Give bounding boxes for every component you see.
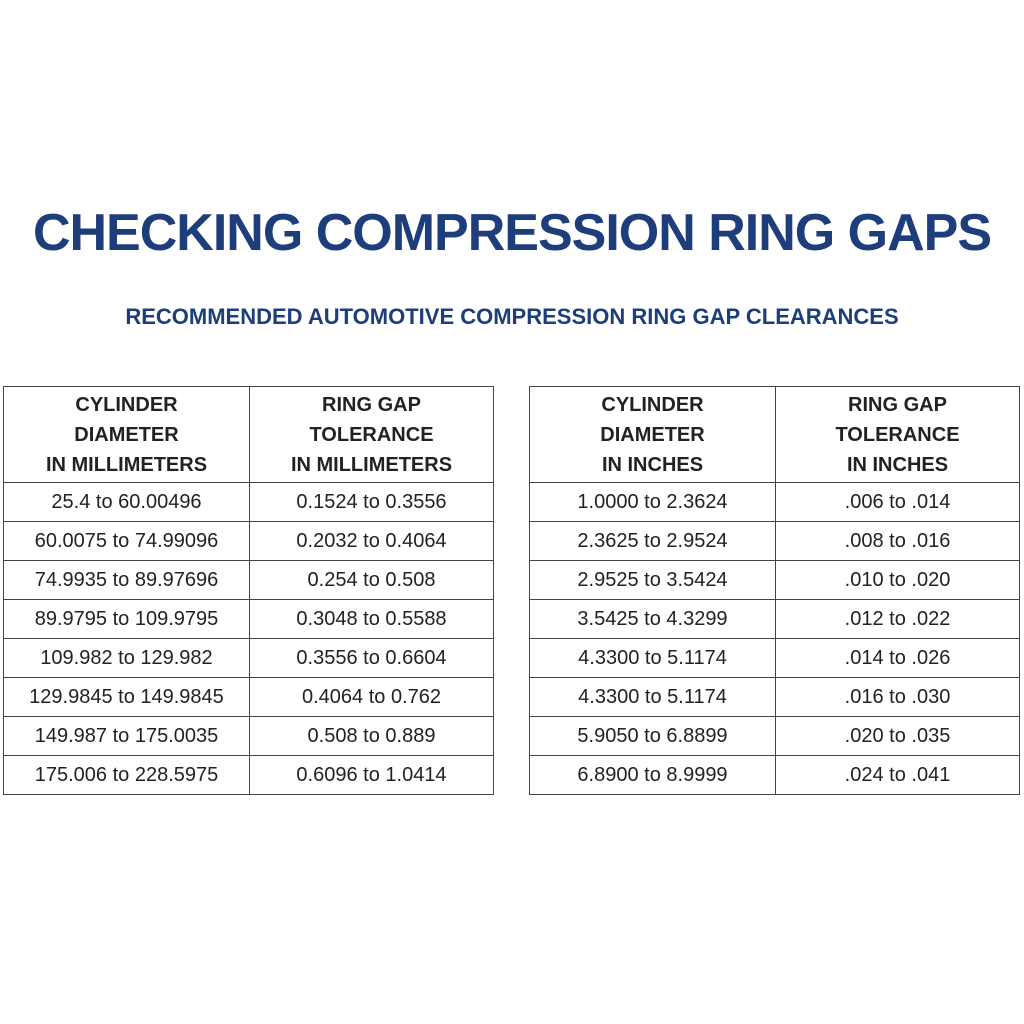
table-row: 175.006 to 228.5975 0.6096 to 1.0414 <box>3 755 494 795</box>
table-row: 3.5425 to 4.3299.012 to .022 <box>529 599 1020 639</box>
ring-gap-cell: .014 to .026 <box>775 638 1020 678</box>
table-row: 89.9795 to 109.9795 0.3048 to 0.5588 <box>3 599 494 639</box>
table-row: 109.982 to 129.982 0.3556 to 0.6604 <box>3 638 494 678</box>
ring-gap-cell: 0.1524 to 0.3556 <box>249 482 494 522</box>
inches-table: CYLINDER DIAMETER IN INCHES RING GAP TOLERAN… <box>529 386 1020 795</box>
ring-gap-cell: .016 to .030 <box>775 677 1020 717</box>
ring-gap-cell: .008 to .016 <box>775 521 1020 561</box>
cylinder-diameter-cell: 4.3300 to 5.1174 <box>529 677 776 717</box>
header-line: DIAMETER <box>74 423 179 446</box>
header-line: IN INCHES <box>601 453 704 476</box>
header-line: DIAMETER <box>600 423 705 446</box>
cylinder-diameter-cell: 129.9845 to 149.9845 <box>3 677 250 717</box>
cylinder-diameter-cell: 3.5425 to 4.3299 <box>529 599 776 639</box>
table-row: 25.4 to 60.00496 0.1524 to 0.3556 <box>3 482 494 522</box>
column-header-ring-gap-tolerance: RING GAP TOLERANCE IN INCHES <box>775 386 1020 483</box>
cylinder-diameter-cell: 2.3625 to 2.9524 <box>529 521 776 561</box>
cylinder-diameter-cell: 4.3300 to 5.1174 <box>529 638 776 678</box>
table-row: 4.3300 to 5.1174.014 to .026 <box>529 638 1020 678</box>
cylinder-diameter-cell: 149.987 to 175.0035 <box>3 716 250 756</box>
ring-gap-cell: 0.508 to 0.889 <box>249 716 494 756</box>
header-line: CYLINDER <box>75 393 178 416</box>
header-row: CYLINDER DIAMETER IN MILLIMETERS RING GAP TO… <box>3 386 494 483</box>
header-line: CYLINDER <box>601 393 704 416</box>
cylinder-diameter-cell: 175.006 to 228.5975 <box>3 755 250 795</box>
cylinder-diameter-cell: 74.9935 to 89.97696 <box>3 560 250 600</box>
millimeters-table: CYLINDER DIAMETER IN MILLIMETERS RING GAP TO… <box>3 386 494 795</box>
ring-gap-cell: .010 to .020 <box>775 560 1020 600</box>
header-line: TOLERANCE <box>309 423 434 446</box>
column-header-ring-gap-tolerance: RING GAP TOLERANCE IN MILLIMETERS <box>249 386 494 483</box>
table-row: 1.0000 to 2.3624.006 to .014 <box>529 482 1020 522</box>
ring-gap-cell: .020 to .035 <box>775 716 1020 756</box>
cylinder-diameter-cell: 6.8900 to 8.9999 <box>529 755 776 795</box>
table-row: 2.9525 to 3.5424.010 to .020 <box>529 560 1020 600</box>
ring-gap-cell: .006 to .014 <box>775 482 1020 522</box>
table-row: 4.3300 to 5.1174.016 to .030 <box>529 677 1020 717</box>
ring-gap-cell: 0.3556 to 0.6604 <box>249 638 494 678</box>
ring-gap-cell: 0.254 to 0.508 <box>249 560 494 600</box>
cylinder-diameter-cell: 60.0075 to 74.99096 <box>3 521 250 561</box>
cylinder-diameter-cell: 5.9050 to 6.8899 <box>529 716 776 756</box>
table-row: 5.9050 to 6.8899.020 to .035 <box>529 716 1020 756</box>
header-line: RING GAP <box>322 393 421 416</box>
cylinder-diameter-cell: 2.9525 to 3.5424 <box>529 560 776 600</box>
ring-gap-cell: 0.3048 to 0.5588 <box>249 599 494 639</box>
table-row: 2.3625 to 2.9524.008 to .016 <box>529 521 1020 561</box>
ring-gap-cell: .024 to .041 <box>775 755 1020 795</box>
header-row: CYLINDER DIAMETER IN INCHES RING GAP TOLERAN… <box>529 386 1020 483</box>
ring-gap-cell: 0.4064 to 0.762 <box>249 677 494 717</box>
header-line: IN MILLIMETERS <box>45 453 208 476</box>
table-row: 60.0075 to 74.99096 0.2032 to 0.4064 <box>3 521 494 561</box>
table-row: 74.9935 to 89.97696 0.254 to 0.508 <box>3 560 494 600</box>
header-line: RING GAP <box>848 393 947 416</box>
column-header-cylinder-diameter: CYLINDER DIAMETER IN MILLIMETERS <box>3 386 250 483</box>
ring-gap-cell: 0.2032 to 0.4064 <box>249 521 494 561</box>
page-title: CHECKING COMPRESSION RING GAPS <box>32 204 992 262</box>
cylinder-diameter-cell: 25.4 to 60.00496 <box>3 482 250 522</box>
table-row: 129.9845 to 149.9845 0.4064 to 0.762 <box>3 677 494 717</box>
table-row: 6.8900 to 8.9999.024 to .041 <box>529 755 1020 795</box>
header-line: IN MILLIMETERS <box>290 453 453 476</box>
page-subtitle: RECOMMENDED AUTOMOTIVE COMPRESSION RING … <box>125 304 899 329</box>
table-row: 149.987 to 175.0035 0.508 to 0.889 <box>3 716 494 756</box>
ring-gap-cell: .012 to .022 <box>775 599 1020 639</box>
cylinder-diameter-cell: 1.0000 to 2.3624 <box>529 482 776 522</box>
header-line: TOLERANCE <box>835 423 960 446</box>
column-header-cylinder-diameter: CYLINDER DIAMETER IN INCHES <box>529 386 776 483</box>
cylinder-diameter-cell: 109.982 to 129.982 <box>3 638 250 678</box>
ring-gap-cell: 0.6096 to 1.0414 <box>249 755 494 795</box>
header-line: IN INCHES <box>846 453 949 476</box>
cylinder-diameter-cell: 89.9795 to 109.9795 <box>3 599 250 639</box>
